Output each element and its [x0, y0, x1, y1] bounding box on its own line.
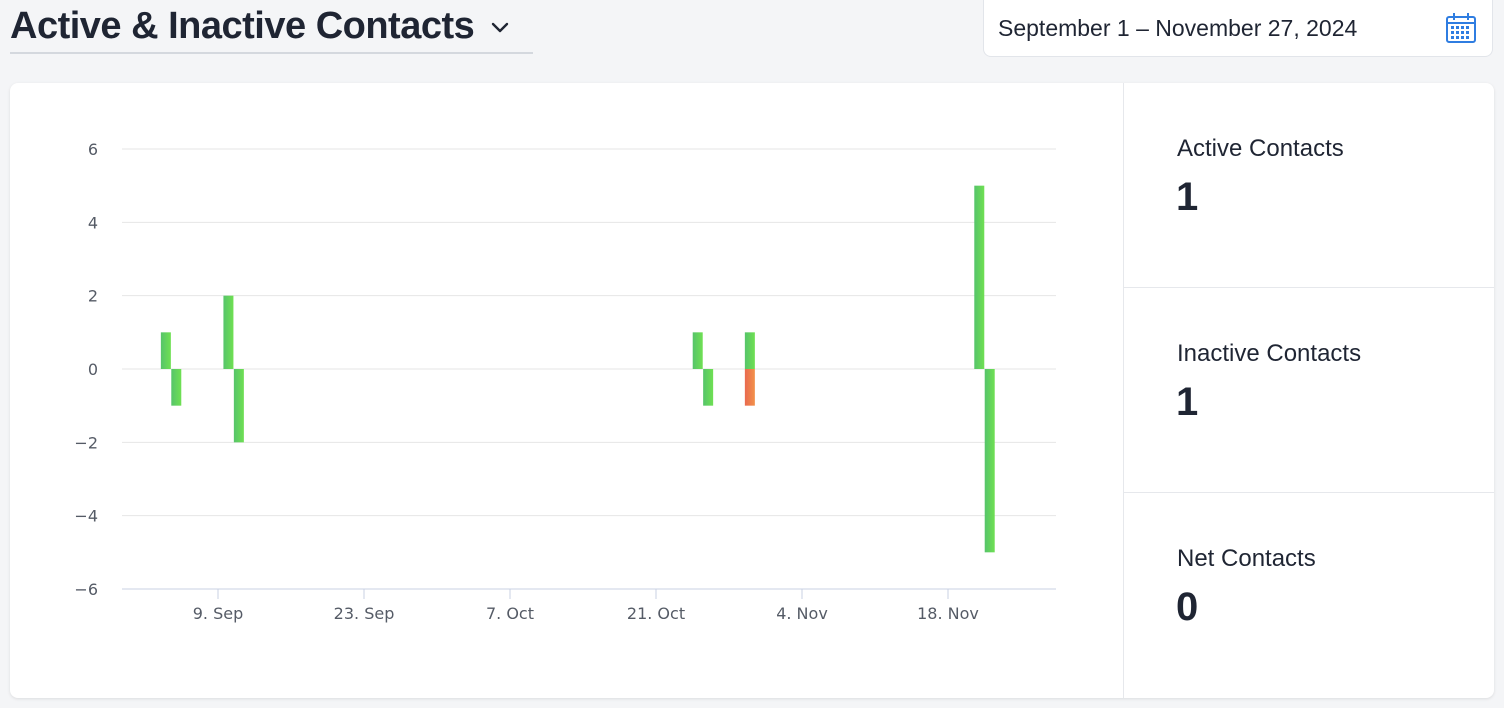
x-tick-label: 18. Nov — [917, 604, 979, 623]
stat-value: 0 — [1176, 585, 1199, 629]
bar-negative — [233, 369, 244, 443]
stat-inactive-contacts: Inactive Contacts 1 — [1124, 288, 1494, 493]
x-tick-label: 21. Oct — [627, 604, 685, 623]
y-tick-label: 0 — [88, 360, 98, 379]
x-tick-label: 23. Sep — [334, 604, 395, 623]
y-tick-label: −2 — [74, 433, 98, 452]
y-tick-label: 4 — [88, 213, 98, 232]
calendar-icon[interactable] — [1445, 12, 1477, 49]
x-tick-label: 4. Nov — [776, 604, 828, 623]
date-range-picker[interactable]: September 1 – November 27, 2024 — [983, 0, 1493, 57]
stat-label: Net Contacts — [1177, 545, 1316, 572]
y-tick-label: 6 — [88, 140, 98, 159]
bar-negative — [984, 369, 995, 553]
bar-positive — [223, 295, 234, 369]
stats-panel: Active Contacts 1 Inactive Contacts 1 Ne… — [1123, 83, 1494, 698]
bar-positive — [974, 185, 985, 369]
stat-value: 1 — [1176, 380, 1199, 424]
page-title: Active & Inactive Contacts — [10, 4, 475, 47]
stat-label: Active Contacts — [1177, 135, 1344, 162]
bar-negative — [744, 369, 755, 406]
y-tick-label: −6 — [74, 580, 98, 599]
y-tick-label: 2 — [88, 287, 98, 306]
bar-positive — [744, 332, 755, 369]
bar-positive — [692, 332, 703, 369]
stat-active-contacts: Active Contacts 1 — [1124, 83, 1494, 288]
x-tick-label: 7. Oct — [486, 604, 534, 623]
x-tick-label: 9. Sep — [193, 604, 244, 623]
bar-chart: 6 4 2 0 −2 −4 −6 9. Sep 23. Sep 7. Oct 21. Oct 4. N… — [74, 140, 1056, 623]
report-card: 6 4 2 0 −2 −4 −6 9. Sep 23. Sep 7. Oct 21. Oct 4. N… — [10, 83, 1494, 698]
date-range-text: September 1 – November 27, 2024 — [998, 14, 1358, 41]
stat-net-contacts: Net Contacts 0 — [1124, 493, 1494, 698]
bar-negative — [171, 369, 182, 406]
chevron-down-icon[interactable] — [490, 21, 510, 35]
chart-selector-dropdown[interactable]: Active & Inactive Contacts — [10, 0, 533, 54]
bar-negative — [703, 369, 714, 406]
stat-value: 1 — [1176, 175, 1199, 219]
y-tick-label: −4 — [74, 507, 98, 526]
bar-positive — [160, 332, 171, 369]
contacts-chart: 6 4 2 0 −2 −4 −6 9. Sep 23. Sep 7. Oct 21. Oct 4. N… — [10, 83, 1123, 698]
stat-label: Inactive Contacts — [1177, 340, 1362, 367]
